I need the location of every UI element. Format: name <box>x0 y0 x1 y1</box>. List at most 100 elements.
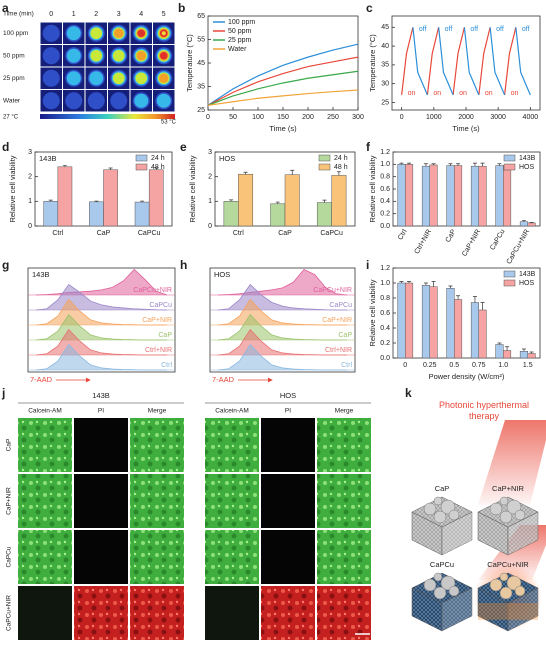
panel-label: i <box>366 258 369 272</box>
x-axis-label: 7-AAD <box>30 375 53 384</box>
y-tick-label: 1 <box>28 198 32 205</box>
heat-spot <box>161 31 166 36</box>
particle <box>489 578 503 592</box>
y-tick-label: 0.8 <box>380 174 390 181</box>
error-bar <box>94 200 99 202</box>
micrograph <box>130 418 184 472</box>
heat-spot <box>66 26 81 41</box>
x-tick-label: 100 <box>252 114 264 121</box>
x-tick-label: 0 <box>403 362 407 369</box>
data-line <box>401 27 517 96</box>
x-tick-label: CaP <box>97 230 111 237</box>
data-line <box>207 89 359 106</box>
error-bar <box>521 220 526 222</box>
bar <box>421 165 430 227</box>
legend-label: 143B <box>519 155 536 162</box>
micrograph <box>317 586 371 640</box>
row-label: Water <box>3 97 21 104</box>
y-tick-label: 2 <box>28 174 32 181</box>
series-label: Ctrl <box>161 362 172 369</box>
y-tick-label: 0.2 <box>380 211 390 218</box>
annotation: on <box>459 90 467 97</box>
micrograph <box>130 474 184 528</box>
error-bar <box>497 163 502 166</box>
heat-spot <box>159 51 168 60</box>
time-tick: 1 <box>72 11 76 18</box>
y-tick-label: 0.8 <box>380 295 390 302</box>
stain-label: PI <box>98 408 104 415</box>
error-bar <box>480 302 485 310</box>
x-tick-label: 3000 <box>490 114 506 121</box>
plot-frame <box>27 267 176 373</box>
micrograph <box>130 530 184 584</box>
error-bar <box>243 171 248 175</box>
plot-frame <box>392 151 541 227</box>
particle <box>499 586 513 600</box>
bar <box>527 222 536 227</box>
error-bar <box>448 285 453 289</box>
series-label: CaP <box>158 332 172 339</box>
bar <box>503 350 512 359</box>
error-bar <box>322 199 327 203</box>
micrograph <box>74 474 128 528</box>
y-tick-label: 2 <box>208 174 212 181</box>
x-tick-label: 300 <box>352 114 364 121</box>
error-bar <box>529 351 534 354</box>
heat-spot <box>90 27 103 40</box>
row-label: 50 ppm <box>3 52 25 59</box>
ridge-line <box>35 268 168 296</box>
ridge-fill <box>218 269 347 295</box>
panel-label: g <box>2 258 9 272</box>
row-label: CaPCu+NIR <box>6 595 13 631</box>
y-tick-label: 1 <box>208 198 212 205</box>
heat-spot <box>42 47 60 65</box>
y-tick-label: 1.2 <box>380 149 390 156</box>
y-tick-label: 0 <box>28 223 32 230</box>
bar <box>470 302 479 359</box>
bar <box>397 164 406 227</box>
heat-spot <box>66 71 81 86</box>
row-label: CaP+NIR <box>6 487 13 515</box>
x-tick-label: CaP <box>445 228 458 244</box>
row-label: CaPCu <box>6 546 13 567</box>
heat-spot <box>89 71 104 86</box>
group-label: HOS <box>280 391 296 400</box>
micrograph <box>205 474 259 528</box>
particle <box>433 496 443 506</box>
heat-spot <box>87 92 105 110</box>
legend-label: Water <box>228 46 247 53</box>
bar <box>454 165 463 227</box>
legend-swatch <box>318 154 331 162</box>
data-line <box>207 43 359 106</box>
error-bar <box>399 281 404 283</box>
error-bar <box>154 167 159 170</box>
series-label: CaP+NIR <box>142 317 172 324</box>
error-bar <box>108 167 113 170</box>
schematic-title: Photonic hyperthermal therapy <box>438 400 530 421</box>
particle <box>499 510 513 524</box>
legend-label: 143B <box>519 271 536 278</box>
legend-swatch <box>503 163 516 171</box>
error-bar <box>480 162 485 167</box>
bar <box>57 166 73 227</box>
x-tick-label: 0 <box>206 114 210 121</box>
error-bar <box>336 171 341 176</box>
error-bar <box>423 282 428 286</box>
y-tick-label: 40 <box>381 43 389 50</box>
y-axis-label: Temperature (°C) <box>368 34 377 92</box>
data-line <box>412 27 531 96</box>
plot-frame <box>392 267 541 359</box>
y-tick-label: 0.6 <box>380 310 390 317</box>
legend-swatch <box>503 270 516 278</box>
micrograph <box>261 418 315 472</box>
y-tick-label: 0.4 <box>380 198 390 205</box>
y-tick-label: 0.2 <box>380 340 390 347</box>
bar <box>429 164 438 227</box>
y-tick-label: 45 <box>381 24 389 31</box>
heat-spot <box>65 92 83 110</box>
y-tick-label: 3 <box>208 149 212 156</box>
chart-label: HOS <box>219 154 235 163</box>
error-bar <box>290 169 295 175</box>
sample-label: CaP+NIR <box>492 484 524 493</box>
ridge-fill <box>36 344 167 370</box>
